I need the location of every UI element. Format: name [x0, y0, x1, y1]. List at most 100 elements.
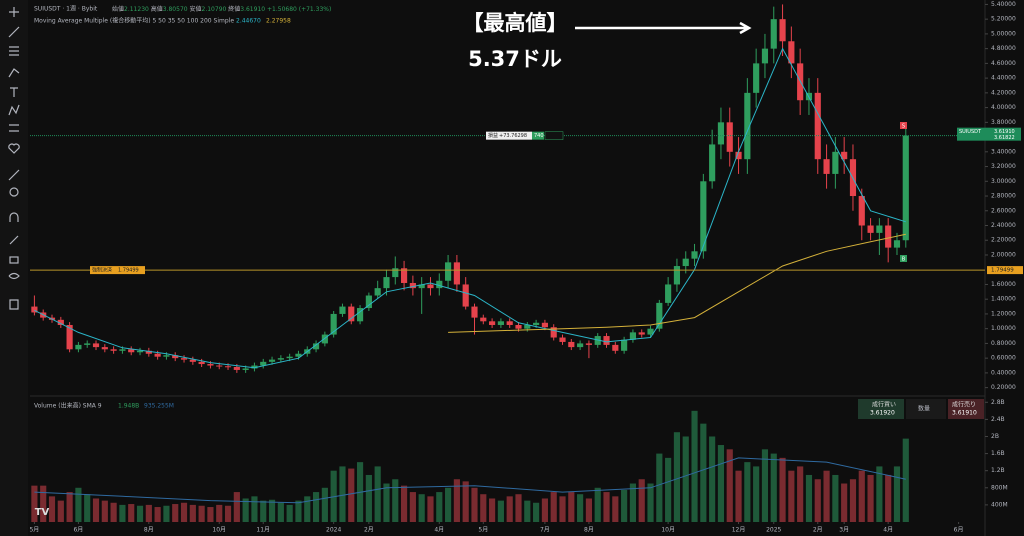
qty-box[interactable]	[906, 399, 946, 419]
position-box	[486, 131, 532, 140]
candle-body	[286, 356, 293, 359]
x-tick-label: 2024	[326, 527, 341, 534]
annotation-arrow	[575, 21, 752, 35]
buy-marker	[900, 255, 907, 262]
candle-body	[321, 334, 328, 344]
volume-bar	[497, 500, 504, 522]
x-tick-label: 8月	[584, 527, 594, 534]
tool-icon[interactable]	[8, 169, 20, 181]
liquidation-tag: 1.79499	[991, 268, 1014, 274]
volume-bar	[339, 466, 346, 522]
volume-bar	[638, 479, 645, 522]
y-tick-label: 1.00000	[991, 325, 1016, 332]
volume-bar	[735, 470, 742, 522]
volume-bar	[779, 457, 786, 522]
candle-body	[621, 339, 628, 351]
candle-body	[427, 284, 434, 289]
legend-ohlc: 始値2.11230 高値3.80570 安値2.10790 終値3.61910 …	[112, 5, 331, 13]
y-tick-label: 3.40000	[991, 148, 1016, 155]
tool-icon[interactable]	[9, 212, 19, 222]
tool-icon[interactable]	[8, 104, 20, 116]
toolbar	[0, 0, 28, 536]
y-tick-label: 4.00000	[991, 104, 1016, 111]
candle-body	[885, 225, 892, 248]
candle-body	[110, 349, 117, 351]
candle-body	[453, 262, 460, 285]
price-tag-bg	[957, 127, 1021, 141]
position-qty: 740	[534, 133, 544, 139]
tool-icon[interactable]	[9, 235, 19, 245]
candle-body	[691, 251, 698, 259]
y-tick-label: 0.60000	[991, 355, 1016, 362]
volume-bar	[753, 466, 760, 522]
volume-bar	[489, 498, 496, 522]
candle-body	[744, 92, 751, 160]
ohlc-value: 2.11230	[124, 6, 149, 13]
candle-body	[647, 328, 654, 335]
volume-bar	[770, 453, 777, 522]
tool-icon[interactable]	[9, 256, 19, 264]
tool-icon[interactable]	[10, 87, 18, 97]
volume-bar	[207, 507, 214, 522]
position-close	[544, 131, 564, 140]
volume-tick-label: 2.8B	[991, 399, 1005, 406]
legend-symbol: SUIUSDT · 1週 · Bybit	[34, 5, 98, 13]
volume-tick-label: 2B	[991, 433, 999, 440]
tool-icon[interactable]	[9, 124, 19, 132]
tool-icon[interactable]	[9, 187, 19, 197]
y-tick-label: 5.40000	[991, 1, 1016, 8]
tool-icon[interactable]	[9, 299, 19, 310]
volume-bar	[321, 487, 328, 522]
candle-body	[717, 122, 725, 145]
ohlc-label: 終値	[228, 5, 240, 13]
sell-button[interactable]	[948, 399, 984, 419]
candle-body	[418, 284, 425, 289]
annotation: 【最高値】 5.37ドル	[463, 11, 752, 71]
candle-body	[533, 322, 540, 325]
volume-bar	[216, 504, 223, 522]
x-tick-label: 2025	[766, 527, 781, 534]
volume-bar	[260, 500, 267, 522]
volume-bar	[709, 436, 716, 522]
volume-bar	[242, 498, 249, 522]
candle-body	[770, 19, 777, 49]
volume-bar	[893, 466, 901, 522]
candle-body	[761, 48, 769, 64]
buy-button[interactable]	[858, 399, 904, 419]
candle-body	[84, 343, 91, 345]
candle-body	[75, 344, 82, 350]
tool-icon[interactable]	[9, 7, 19, 17]
tool-icon[interactable]	[8, 26, 20, 38]
tool-icon[interactable]	[9, 46, 19, 56]
candle-body	[867, 225, 874, 233]
candle-body	[383, 277, 390, 289]
annotation-value: 5.37ドル	[468, 47, 562, 71]
volume-bar	[400, 485, 408, 522]
volume-bar	[665, 457, 672, 522]
volume-tick-label: 1.6B	[991, 450, 1005, 457]
tool-icon[interactable]	[8, 272, 20, 280]
y-tick-label: 4.80000	[991, 45, 1016, 52]
volume-bar	[805, 474, 813, 522]
candle-body	[330, 313, 337, 335]
moving-average	[34, 47, 906, 369]
annotation-title: 【最高値】	[463, 11, 568, 35]
legend-volume: Volume (出来高) SMA 9	[34, 402, 102, 410]
tool-icon[interactable]	[8, 143, 20, 154]
tool-icon[interactable]	[8, 68, 20, 78]
volume-bar	[841, 483, 848, 522]
candle-body	[365, 295, 372, 309]
volume-bar	[453, 479, 460, 522]
candle-body	[251, 365, 258, 369]
volume-bar	[110, 502, 117, 522]
candle-body	[823, 159, 830, 174]
volume-bar	[418, 494, 425, 522]
volume-bar	[365, 474, 372, 522]
candle-body	[629, 332, 637, 340]
candle-body	[893, 240, 901, 248]
x-tick-label: 3月	[839, 527, 849, 534]
candle-body	[559, 337, 566, 342]
candle-body	[356, 308, 364, 322]
liquidation-box	[90, 266, 145, 275]
